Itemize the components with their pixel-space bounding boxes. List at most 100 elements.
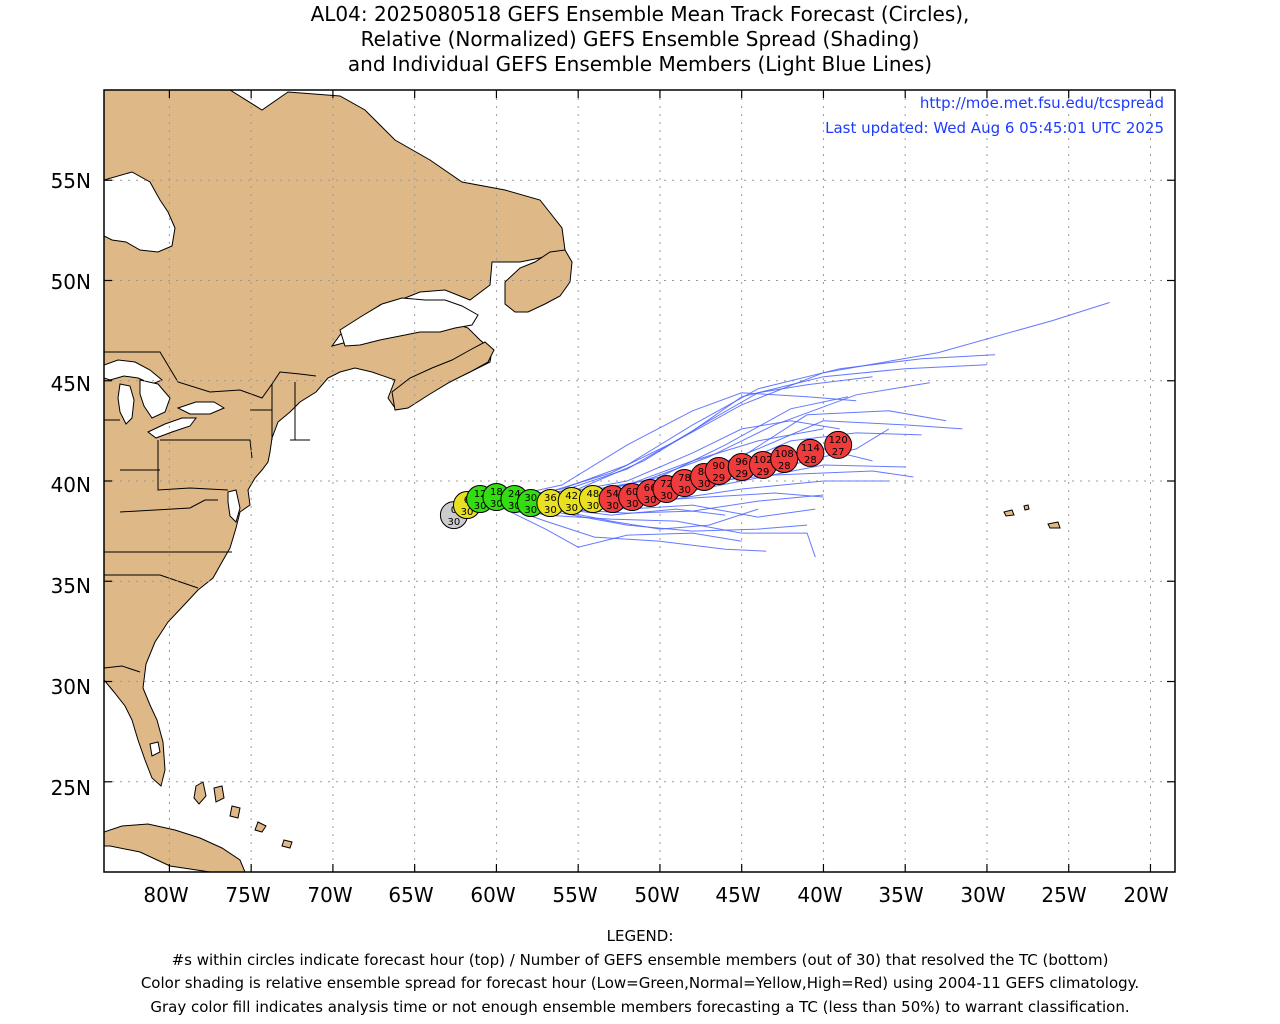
circle-forecast-hour: 114 <box>801 443 820 454</box>
circle-member-count: 30 <box>606 501 619 512</box>
member-track <box>488 500 767 552</box>
credit-url: http://moe.met.fsu.edu/tcspread <box>920 94 1164 112</box>
lon-label-60w: 60W <box>470 883 515 907</box>
newfoundland <box>504 249 573 313</box>
circle-forecast-hour: 72 <box>660 479 673 490</box>
lon-label-75w: 75W <box>225 883 270 907</box>
bahamas-1 <box>193 781 207 805</box>
circle-forecast-hour: 36 <box>544 493 557 504</box>
circle-forecast-hour: 18 <box>490 487 503 498</box>
lon-label-55w: 55W <box>552 883 597 907</box>
lon-label-70w: 70W <box>307 883 352 907</box>
lat-label-45n: 45N <box>51 372 91 396</box>
gulf-of-st-lawrence <box>339 297 479 347</box>
circle-member-count: 30 <box>698 479 711 490</box>
title-line-3: and Individual GEFS Ensemble Members (Li… <box>347 52 933 76</box>
axis-ticks <box>104 90 1175 872</box>
mean-track-circle-fill <box>796 438 825 467</box>
legend: LEGEND: #s within circles indicate forec… <box>0 925 1280 1019</box>
lake-ontario <box>176 401 226 415</box>
circle-member-count: 30 <box>678 485 691 496</box>
hudson-bay <box>104 171 176 253</box>
legend-line-2: Color shading is relative ensemble sprea… <box>140 974 1140 992</box>
bahamas-5 <box>281 839 293 849</box>
lon-label-25w: 25W <box>1041 883 1086 907</box>
circle-member-count: 30 <box>448 517 461 528</box>
lon-label-30w: 30W <box>960 883 1005 907</box>
lat-label-55n: 55N <box>51 169 91 193</box>
circle-member-count: 30 <box>587 501 600 512</box>
lat-label-35n: 35N <box>51 574 91 598</box>
lake-erie <box>147 417 197 439</box>
circle-forecast-hour: 60 <box>626 487 639 498</box>
circle-forecast-hour: 30 <box>524 493 537 504</box>
circle-member-count: 30 <box>490 499 503 510</box>
circle-member-count: 30 <box>626 499 639 510</box>
azores-island-1 <box>1003 509 1015 517</box>
bahamas-2 <box>213 785 225 803</box>
member-track <box>488 354 996 502</box>
title-line-1: AL04: 2025080518 GEFS Ensemble Mean Trac… <box>310 2 970 26</box>
legend-heading: LEGEND: <box>606 927 674 945</box>
circle-forecast-hour: 84 <box>698 467 711 478</box>
azores-island-3 <box>1047 521 1061 529</box>
north-america-landmass <box>104 90 566 787</box>
lake-michigan <box>117 383 135 425</box>
chesapeake-bay <box>227 489 241 523</box>
circle-forecast-hour: 96 <box>735 457 748 468</box>
lat-label-25n: 25N <box>51 776 91 800</box>
credit-updated: Last updated: Wed Aug 6 05:45:01 UTC 202… <box>825 119 1164 137</box>
lat-label-30n: 30N <box>51 675 91 699</box>
circle-member-count: 28 <box>778 461 791 472</box>
lat-label-50n: 50N <box>51 270 91 294</box>
lat-label-40n: 40N <box>51 473 91 497</box>
latitude-labels: 55N 50N 45N 40N 35N 30N 25N <box>51 169 91 800</box>
circle-forecast-hour: 0 <box>451 505 457 516</box>
title-line-2: Relative (Normalized) GEFS Ensemble Spre… <box>360 27 920 51</box>
circle-member-count: 29 <box>735 469 748 480</box>
lon-label-50w: 50W <box>634 883 679 907</box>
bahamas-4 <box>254 821 267 833</box>
lon-label-40w: 40W <box>797 883 842 907</box>
circle-member-count: 30 <box>524 505 537 516</box>
legend-line-3: Gray color fill indicates analysis time … <box>150 997 1130 1016</box>
circle-forecast-hour: 102 <box>753 455 772 466</box>
lon-label-65w: 65W <box>388 883 433 907</box>
land-layer <box>104 90 1061 872</box>
lon-label-45w: 45W <box>715 883 760 907</box>
member-track <box>488 500 742 548</box>
circle-member-count: 30 <box>565 503 578 514</box>
circle-member-count: 30 <box>544 505 557 516</box>
circle-member-count: 30 <box>508 501 521 512</box>
circle-member-count: 30 <box>461 507 474 518</box>
circle-forecast-hour: 90 <box>712 461 725 472</box>
cuba <box>104 823 246 872</box>
circle-forecast-hour: 12 <box>474 489 487 500</box>
mean-track-circles: 0306301230183024303030363042304830543060… <box>439 430 853 530</box>
lake-okeechobee <box>149 741 161 757</box>
circle-forecast-hour: 24 <box>508 489 521 500</box>
longitude-labels: 80W 75W 70W 65W 60W 55W 50W 45W 40W 35W … <box>143 883 1168 907</box>
circle-member-count: 29 <box>712 473 725 484</box>
circle-forecast-hour: 108 <box>775 449 794 460</box>
circle-forecast-hour: 120 <box>829 435 848 446</box>
azores-island-2 <box>1023 504 1030 511</box>
member-track <box>488 302 1110 502</box>
chart-title: AL04: 2025080518 GEFS Ensemble Mean Trac… <box>0 2 1280 77</box>
circle-member-count: 29 <box>757 467 770 478</box>
member-track <box>488 392 857 502</box>
circle-member-count: 30 <box>644 495 657 506</box>
circle-member-count: 30 <box>474 501 487 512</box>
circle-forecast-hour: 66 <box>644 483 657 494</box>
lon-label-35w: 35W <box>878 883 923 907</box>
legend-line-1: #s within circles indicate forecast hour… <box>171 950 1109 969</box>
circle-forecast-hour: 42 <box>565 491 578 502</box>
circle-forecast-hour: 54 <box>606 489 619 500</box>
nova-scotia <box>391 341 495 411</box>
